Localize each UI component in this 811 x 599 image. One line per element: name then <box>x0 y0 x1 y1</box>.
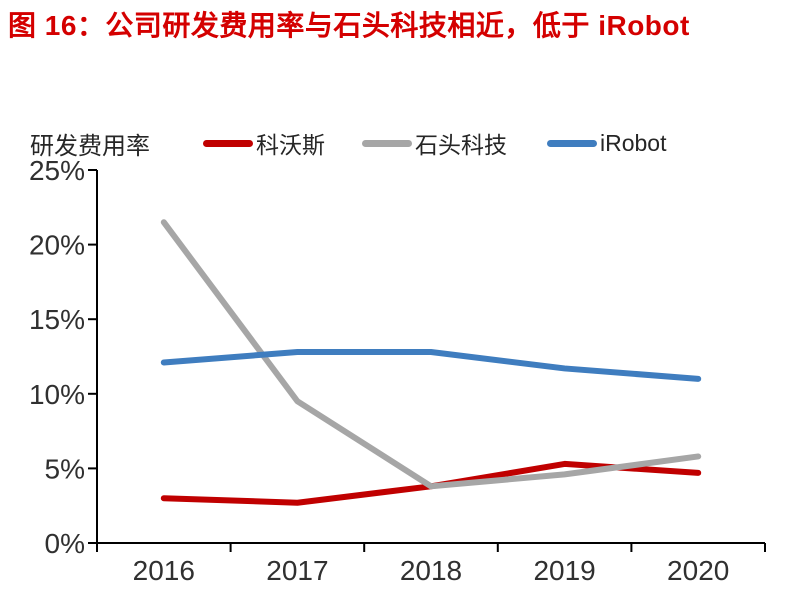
y-axis-unit-label: 研发费用率 <box>30 133 150 160</box>
x-axis-tick-label: 2020 <box>667 555 729 586</box>
legend-swatch-roborock <box>362 139 412 147</box>
legend-swatch-ecovacs <box>203 139 253 147</box>
legend-label-roborock: 石头科技 <box>415 132 507 158</box>
x-axis-tick-label: 2018 <box>400 555 462 586</box>
legend-label-ecovacs: 科沃斯 <box>256 132 325 158</box>
y-axis-tick-label: 0% <box>45 528 85 559</box>
y-axis-tick-label: 5% <box>45 453 85 484</box>
legend-swatch-irobot <box>547 139 597 147</box>
series-line-1 <box>160 219 702 490</box>
legend-item-ecovacs: 科沃斯 <box>203 129 325 158</box>
x-axis-tick-label: 2016 <box>133 555 195 586</box>
y-axis-tick-label: 10% <box>29 379 85 410</box>
legend-item-irobot: iRobot <box>547 129 666 157</box>
series-line-2 <box>160 349 702 382</box>
legend-label-irobot: iRobot <box>600 129 667 156</box>
y-axis-tick-label: 15% <box>29 304 85 335</box>
figure-title: 图 16：公司研发费用率与石头科技相近，低于 iRobot <box>8 10 690 41</box>
legend-item-roborock: 石头科技 <box>362 129 507 158</box>
y-axis-tick-label: 25% <box>29 155 85 186</box>
y-axis-tick-label: 20% <box>29 230 85 261</box>
x-axis-tick-label: 2017 <box>266 555 328 586</box>
x-axis-tick-label: 2019 <box>533 555 595 586</box>
